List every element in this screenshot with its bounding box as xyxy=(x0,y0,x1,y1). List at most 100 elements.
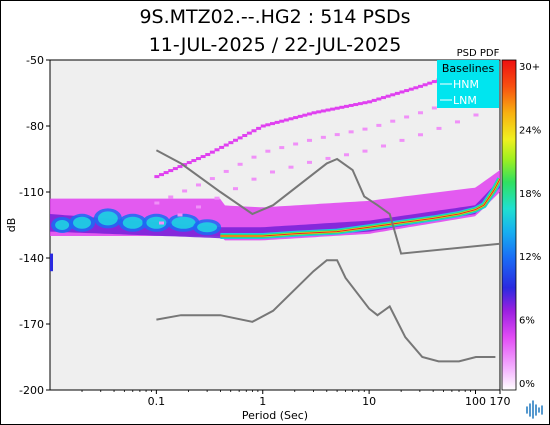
colorbar-tick-label: 0% xyxy=(519,379,535,390)
pdf-outlier-mark xyxy=(177,213,183,217)
colorbar-tick-label: 18% xyxy=(519,189,541,200)
pdf-outlier-mark xyxy=(279,146,285,150)
pdf-outlier-mark xyxy=(385,94,391,98)
legend-item-lnm: LNM xyxy=(453,94,477,107)
pdf-outlier-mark xyxy=(297,114,303,118)
chart-title-line1: 9S.MTZ02.--.HG2 : 514 PSDs xyxy=(139,6,411,28)
y-tick-label: -200 xyxy=(19,384,44,397)
pdf-outlier-mark xyxy=(293,116,299,120)
pdf-outlier-mark xyxy=(232,187,238,191)
pdf-outlier-mark xyxy=(232,138,238,142)
pdf-outlier-mark xyxy=(353,103,359,107)
pdf-outlier-mark xyxy=(367,100,373,104)
pdf-outlier-mark xyxy=(172,167,178,171)
baseline-hnm xyxy=(155,149,500,255)
pdf-outlier-mark xyxy=(265,149,271,153)
pdf-outlier-mark xyxy=(380,96,386,100)
pdf-outlier-mark xyxy=(427,81,433,85)
pdf-blob-cyan xyxy=(197,222,218,233)
pdf-outlier-mark xyxy=(431,106,437,110)
pdf-outlier-mark xyxy=(186,161,192,165)
pdf-outlier-mark xyxy=(325,108,331,112)
pdf-outlier-mark xyxy=(260,124,266,128)
pdf-blob-cyan xyxy=(146,216,167,229)
pdf-outlier-mark xyxy=(195,183,201,187)
pdf-outlier-mark xyxy=(269,170,275,174)
colorbar-tick-label: 24% xyxy=(519,125,541,136)
pdf-outlier-mark xyxy=(413,86,419,90)
pdf-blob-cyan xyxy=(73,216,92,229)
pdf-outlier-mark xyxy=(246,131,252,135)
pdf-outlier-mark xyxy=(274,120,280,124)
pdf-outlier-mark xyxy=(408,87,414,91)
x-axis-label: Period (Sec) xyxy=(242,409,308,422)
pdf-outlier-mark xyxy=(306,112,312,116)
pdf-outlier-mark xyxy=(223,169,229,173)
pdf-outlier-mark xyxy=(228,141,234,145)
pdf-outlier-mark xyxy=(376,123,382,127)
pdf-outlier-mark xyxy=(191,159,197,163)
legend-title: Baselines xyxy=(442,62,495,75)
colorbar xyxy=(501,59,517,391)
pdf-outlier-mark xyxy=(320,135,326,139)
y-tick-label: -140 xyxy=(19,252,44,265)
pdf-outlier-mark xyxy=(182,163,188,167)
pdf-outlier-mark xyxy=(325,156,331,160)
pdf-outlier-mark xyxy=(311,111,317,115)
pdf-blob-cyan xyxy=(55,220,70,230)
pdf-outlier-mark xyxy=(205,153,211,157)
pdf-outlier-mark xyxy=(288,165,294,169)
pdf-outlier-mark xyxy=(306,160,312,164)
pdf-outlier-mark xyxy=(269,122,275,126)
pdf-outlier-mark xyxy=(417,111,423,115)
pdf-outlier-mark xyxy=(348,103,354,107)
colorbar-tick-label: 12% xyxy=(519,252,541,263)
pdf-outlier-mark xyxy=(334,133,340,137)
colorbar-tick-label: 30+ xyxy=(519,62,540,73)
axis-layer: -50 -80 -110 -140 -170 -200 0.1 1 10 100 170 Period… xyxy=(5,54,511,422)
baseline-layer xyxy=(155,149,500,363)
pdf-ridge-red xyxy=(220,178,500,237)
pdf-outlier-mark xyxy=(330,107,336,111)
pdf-outlier-mark xyxy=(362,127,368,131)
pdf-outlier-mark xyxy=(154,175,160,179)
pdf-outlier-mark xyxy=(50,253,53,272)
y-tick-label: -80 xyxy=(26,120,44,133)
pdf-outlier-mark xyxy=(168,195,174,199)
pdf-outlier-mark xyxy=(343,104,349,108)
iris-logo-icon xyxy=(526,400,543,419)
pdf-outlier-mark xyxy=(473,113,479,117)
pdf-outlier-mark xyxy=(177,165,183,169)
pdf-outlier-mark xyxy=(242,134,248,138)
pdf-outlier-mark xyxy=(390,93,396,97)
pdf-outlier-mark xyxy=(200,155,206,159)
x-tick-label: 100 xyxy=(465,395,486,408)
pdf-outlier-mark xyxy=(404,89,410,93)
pdf-outlier-mark xyxy=(158,221,164,225)
pdf-outlier-mark xyxy=(399,138,405,142)
pdf-outlier-mark xyxy=(265,123,271,127)
pdf-outlier-mark xyxy=(158,173,164,177)
pdf-outlier-mark xyxy=(339,105,345,109)
pdf-blob-cyan xyxy=(171,216,196,229)
chart-title-line2: 11-JUL-2025 / 22-JUL-2025 xyxy=(148,34,402,56)
legend-item-hnm: HNM xyxy=(453,78,479,91)
pdf-outlier-mark xyxy=(163,171,169,175)
pdf-outlier-mark xyxy=(214,148,220,152)
pdf-outlier-mark xyxy=(380,144,386,148)
pdf-outlier-mark xyxy=(357,102,363,106)
x-tick-label: 10 xyxy=(362,395,376,408)
colorbar-title: PSD PDF xyxy=(457,48,500,59)
legend: Baselines HNM LNM xyxy=(437,60,499,108)
pdf-outlier-mark xyxy=(293,142,299,146)
pdf-outlier-mark xyxy=(251,129,257,133)
pdf-outlier-mark xyxy=(399,90,405,94)
pdf-outlier-mark xyxy=(237,162,243,166)
pdf-outlier-mark xyxy=(154,201,160,205)
pdf-outlier-mark xyxy=(223,143,229,147)
pdf-outlier-mark xyxy=(362,149,368,153)
pdf-outlier-mark xyxy=(316,110,322,114)
x-tick-label: 170 xyxy=(490,395,511,408)
pdf-outlier-mark xyxy=(394,91,400,95)
